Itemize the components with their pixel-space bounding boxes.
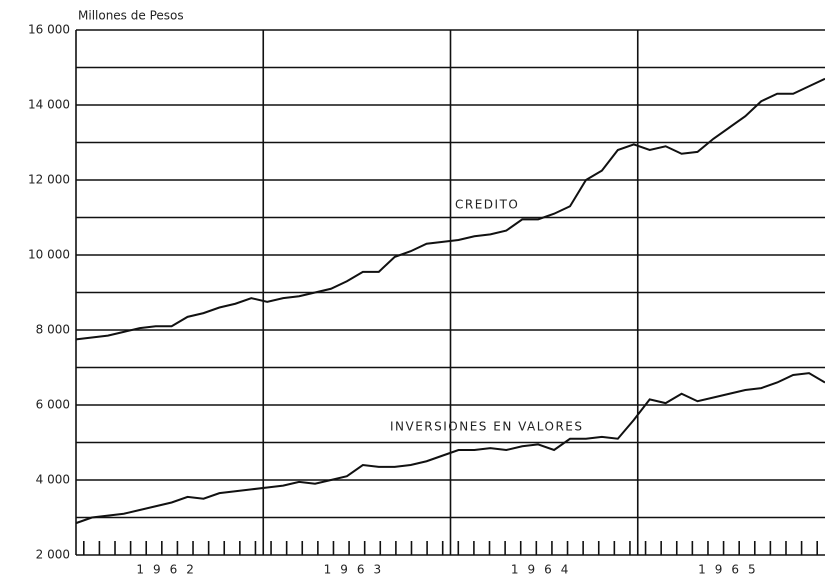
y-tick-label: 4 000 bbox=[36, 473, 70, 487]
x-group-label: 1964 bbox=[511, 563, 578, 577]
y-tick-label: 10 000 bbox=[28, 248, 70, 262]
series-label: CREDITO bbox=[455, 198, 519, 212]
x-group-label: 1965 bbox=[698, 563, 765, 577]
y-tick-label: 14 000 bbox=[28, 98, 70, 112]
series-line bbox=[75, 372, 825, 525]
y-tick-label: 6 000 bbox=[36, 398, 70, 412]
x-group-label: 1963 bbox=[324, 563, 391, 577]
y-tick-label: 12 000 bbox=[28, 173, 70, 187]
series-label: INVERSIONES EN VALORES bbox=[390, 420, 584, 434]
series-line bbox=[75, 77, 825, 341]
y-tick-label: 8 000 bbox=[36, 323, 70, 337]
y-tick-label: 2 000 bbox=[36, 548, 70, 562]
x-group-label: 1962 bbox=[136, 563, 203, 577]
y-tick-label: 16 000 bbox=[28, 23, 70, 37]
y-axis-label: Millones de Pesos bbox=[78, 9, 184, 23]
